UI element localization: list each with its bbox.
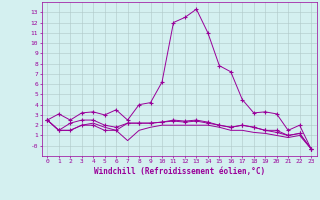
X-axis label: Windchill (Refroidissement éolien,°C): Windchill (Refroidissement éolien,°C) <box>94 167 265 176</box>
